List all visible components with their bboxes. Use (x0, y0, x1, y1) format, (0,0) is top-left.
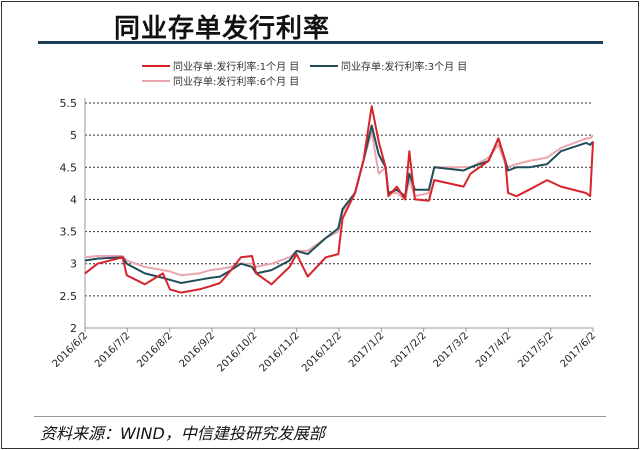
x-tick-label: 2016/7/2 (93, 330, 133, 370)
y-tick-label: 3 (70, 258, 77, 271)
x-tick-label: 2016/9/2 (178, 330, 218, 370)
series-line-3m (84, 124, 594, 284)
x-tick-label: 2017/2/2 (389, 330, 429, 370)
y-tick-label: 2 (70, 322, 77, 335)
y-tick-label: 5.5 (60, 97, 78, 110)
y-tick-label: 4.5 (60, 161, 78, 174)
x-tick-label: 2017/5/2 (516, 330, 556, 370)
y-tick-label: 2.5 (60, 290, 78, 303)
line-chart: 同业存单:发行利率:1个月 目 同业存单:发行利率:3个月 目同业存单:发行利率:… (51, 60, 599, 374)
footer-divider (34, 416, 606, 417)
x-tick-label: 2017/3/2 (432, 330, 472, 370)
title-underline (38, 41, 603, 44)
x-tick-label: 2017/4/2 (474, 330, 514, 370)
x-tick-label: 2016/12/2 (300, 330, 344, 374)
x-tick-label: 2017/1/2 (347, 330, 387, 370)
legend-label: 同业存单:发行利率:1个月 目 (173, 60, 299, 73)
y-tick-label: 5 (70, 129, 77, 142)
chart-title: 同业存单发行利率 (114, 14, 331, 44)
legend-label: 同业存单:发行利率:6个月 目 (173, 75, 299, 88)
series-line-1m (84, 105, 594, 294)
x-tick-label: 2016/6/2 (51, 330, 91, 370)
source-note: 资料来源：WIND，中信建投研究发展部 (40, 424, 325, 443)
x-tick-label: 2017/6/2 (559, 330, 599, 370)
x-tick-label: 2016/8/2 (135, 330, 175, 370)
legend-label: 同业存单:发行利率:3个月 目 (341, 60, 467, 73)
y-tick-label: 3.5 (60, 226, 78, 239)
x-tick-label: 2016/11/2 (258, 330, 302, 374)
x-tick-label: 2016/10/2 (215, 330, 259, 374)
y-tick-label: 4 (70, 193, 77, 206)
